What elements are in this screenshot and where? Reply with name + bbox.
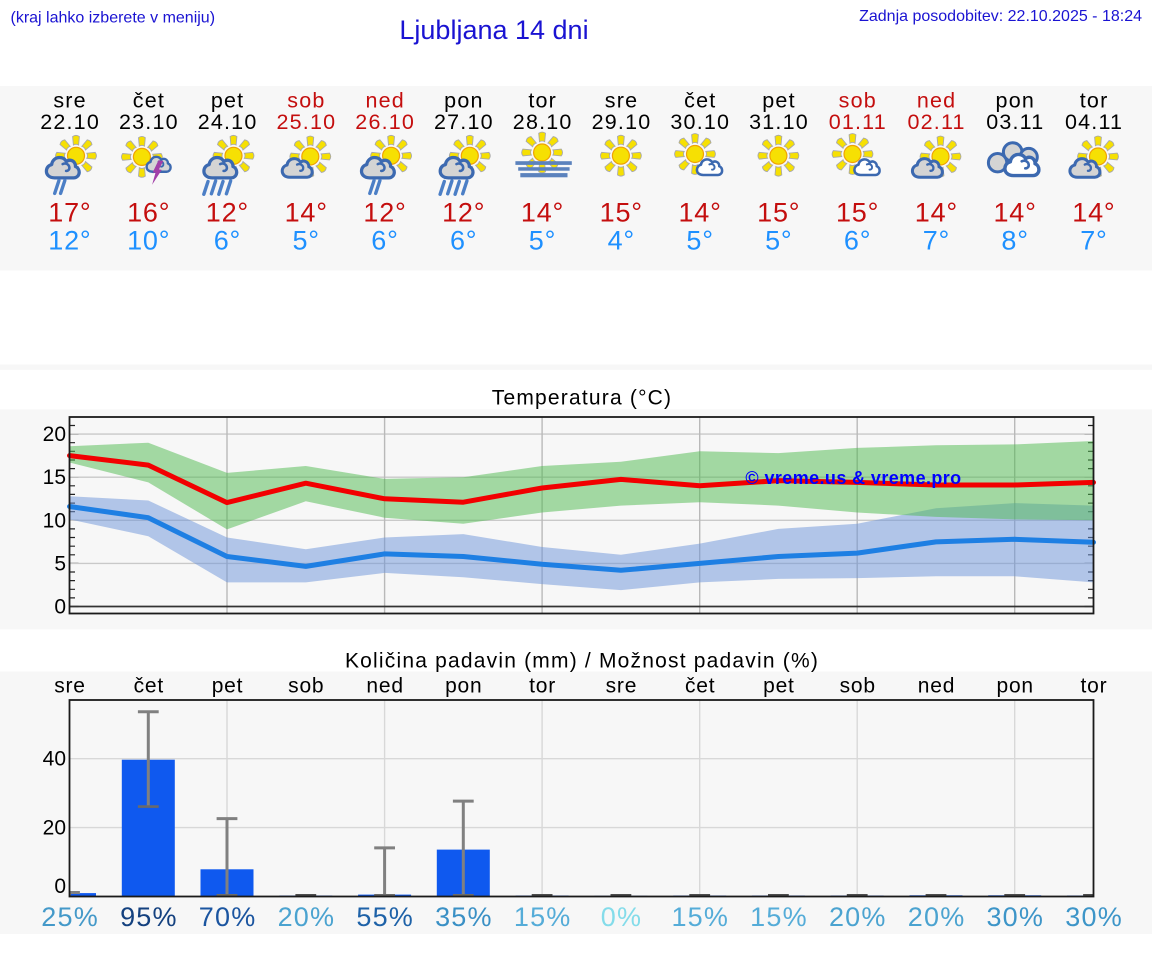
- svg-text:25%: 25%: [41, 902, 99, 932]
- svg-text:26.10: 26.10: [355, 110, 415, 134]
- svg-text:25.10: 25.10: [276, 110, 336, 134]
- svg-text:6°: 6°: [844, 225, 871, 255]
- svg-text:22.10: 22.10: [40, 110, 100, 134]
- svg-text:35%: 35%: [435, 902, 493, 932]
- svg-text:pet: pet: [212, 675, 244, 698]
- svg-text:20%: 20%: [278, 902, 336, 932]
- svg-text:(kraj lahko izberete v meniju): (kraj lahko izberete v meniju): [11, 9, 216, 26]
- svg-text:5°: 5°: [765, 225, 792, 255]
- svg-text:01.11: 01.11: [829, 110, 887, 134]
- svg-text:sre: sre: [605, 88, 638, 112]
- svg-text:sob: sob: [839, 88, 877, 112]
- svg-text:ned: ned: [366, 675, 403, 698]
- svg-text:sob: sob: [287, 88, 325, 112]
- svg-text:55%: 55%: [356, 902, 414, 932]
- svg-text:ned: ned: [918, 675, 955, 698]
- svg-text:sre: sre: [606, 675, 638, 698]
- svg-text:pon: pon: [445, 675, 482, 698]
- svg-text:16°: 16°: [127, 197, 170, 227]
- svg-text:10: 10: [43, 509, 66, 532]
- svg-text:pon: pon: [996, 88, 1035, 112]
- svg-text:Zadnja posodobitev: 22.10.2025: Zadnja posodobitev: 22.10.2025 - 18:24: [859, 8, 1142, 25]
- svg-text:pet: pet: [762, 88, 796, 112]
- svg-text:ned: ned: [917, 88, 956, 112]
- svg-text:čet: čet: [685, 675, 715, 698]
- svg-text:5°: 5°: [292, 225, 319, 255]
- svg-text:12°: 12°: [206, 197, 249, 227]
- svg-text:pet: pet: [763, 675, 795, 698]
- svg-text:5: 5: [54, 552, 66, 575]
- svg-text:4°: 4°: [608, 225, 635, 255]
- svg-text:7°: 7°: [923, 225, 950, 255]
- svg-text:24.10: 24.10: [198, 110, 258, 134]
- svg-text:10°: 10°: [127, 225, 170, 255]
- svg-text:17°: 17°: [48, 197, 91, 227]
- svg-text:14°: 14°: [521, 197, 564, 227]
- svg-text:7°: 7°: [1080, 225, 1107, 255]
- svg-text:5°: 5°: [686, 225, 713, 255]
- svg-text:30%: 30%: [1065, 902, 1123, 932]
- svg-text:12°: 12°: [48, 225, 91, 255]
- svg-text:20%: 20%: [829, 902, 887, 932]
- svg-text:15°: 15°: [836, 197, 879, 227]
- svg-text:15%: 15%: [514, 902, 572, 932]
- svg-text:0: 0: [54, 596, 66, 619]
- svg-text:tor: tor: [529, 675, 556, 698]
- svg-text:30.10: 30.10: [670, 110, 730, 134]
- svg-text:15°: 15°: [600, 197, 643, 227]
- svg-text:29.10: 29.10: [592, 110, 652, 134]
- svg-text:40: 40: [43, 748, 66, 771]
- svg-text:Količina padavin (mm) / Možnos: Količina padavin (mm) / Možnost padavin …: [345, 650, 819, 673]
- svg-text:20%: 20%: [908, 902, 966, 932]
- svg-text:20: 20: [43, 817, 66, 840]
- svg-text:5°: 5°: [529, 225, 556, 255]
- svg-text:tor: tor: [1080, 88, 1109, 112]
- svg-text:23.10: 23.10: [119, 110, 179, 134]
- svg-text:14°: 14°: [1072, 197, 1115, 227]
- svg-text:sre: sre: [53, 88, 86, 112]
- svg-text:čet: čet: [133, 88, 165, 112]
- svg-text:14°: 14°: [915, 197, 958, 227]
- svg-text:ned: ned: [365, 88, 404, 112]
- svg-text:31.10: 31.10: [749, 110, 809, 134]
- svg-text:03.11: 03.11: [986, 110, 1044, 134]
- svg-text:pon: pon: [444, 88, 483, 112]
- svg-text:15°: 15°: [757, 197, 800, 227]
- svg-text:sob: sob: [840, 675, 876, 698]
- svg-text:04.11: 04.11: [1065, 110, 1123, 134]
- svg-text:30%: 30%: [986, 902, 1044, 932]
- svg-text:tor: tor: [528, 88, 557, 112]
- svg-text:Temperatura (°C): Temperatura (°C): [492, 386, 672, 409]
- svg-text:0: 0: [54, 875, 66, 898]
- svg-text:čet: čet: [684, 88, 716, 112]
- svg-text:27.10: 27.10: [434, 110, 494, 134]
- svg-text:14°: 14°: [285, 197, 328, 227]
- svg-text:6°: 6°: [371, 225, 398, 255]
- svg-text:© vreme.us & vreme.pro: © vreme.us & vreme.pro: [745, 468, 961, 488]
- svg-text:6°: 6°: [214, 225, 241, 255]
- svg-text:sre: sre: [54, 675, 86, 698]
- svg-text:pet: pet: [211, 88, 245, 112]
- svg-text:0%: 0%: [601, 902, 642, 932]
- svg-text:čet: čet: [134, 675, 164, 698]
- svg-text:95%: 95%: [120, 902, 178, 932]
- svg-text:pon: pon: [996, 675, 1033, 698]
- svg-text:15: 15: [43, 466, 66, 489]
- svg-text:8°: 8°: [1001, 225, 1028, 255]
- svg-text:14°: 14°: [678, 197, 721, 227]
- svg-text:20: 20: [43, 423, 66, 446]
- svg-text:14°: 14°: [993, 197, 1036, 227]
- svg-text:6°: 6°: [450, 225, 477, 255]
- svg-text:12°: 12°: [363, 197, 406, 227]
- svg-text:28.10: 28.10: [513, 110, 573, 134]
- svg-text:12°: 12°: [442, 197, 485, 227]
- svg-text:15%: 15%: [750, 902, 808, 932]
- svg-text:Ljubljana 14 dni: Ljubljana 14 dni: [399, 15, 588, 45]
- svg-text:02.11: 02.11: [907, 110, 965, 134]
- svg-text:sob: sob: [288, 675, 324, 698]
- svg-text:70%: 70%: [199, 902, 257, 932]
- svg-text:tor: tor: [1081, 675, 1108, 698]
- svg-text:15%: 15%: [671, 902, 729, 932]
